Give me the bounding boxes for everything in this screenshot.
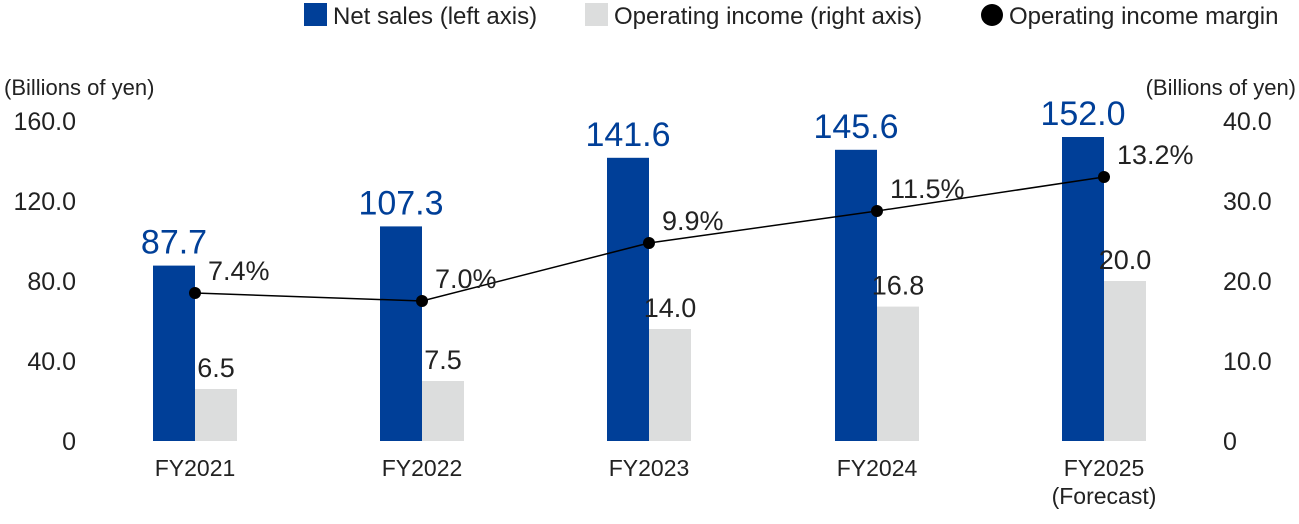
net-sales-data-label: 152.0: [1040, 95, 1125, 133]
bar-operating-income: [877, 306, 919, 441]
operating-income-data-label: 14.0: [644, 293, 697, 323]
left-axis-tick: 40.0: [27, 348, 76, 376]
margin-data-label: 11.5%: [890, 174, 965, 204]
right-axis-tick: 10.0: [1223, 348, 1272, 376]
right-axis-tick: 40.0: [1223, 108, 1272, 136]
margin-point: [189, 287, 201, 299]
net-sales-data-label: 145.6: [813, 108, 898, 146]
net-sales-data-label: 141.6: [585, 116, 670, 154]
margin-point: [643, 237, 655, 249]
bar-net-sales: [1062, 137, 1104, 441]
margin-point: [871, 205, 883, 217]
legend-marker-margin: [981, 4, 1003, 26]
operating-income-data-label: 6.5: [197, 353, 235, 383]
margin-point: [416, 295, 428, 307]
legend-label-operating-income: Operating income (right axis): [614, 3, 922, 30]
bar-net-sales: [835, 149, 877, 442]
left-axis-tick: 120.0: [13, 188, 76, 216]
category-label: FY2023: [609, 455, 690, 481]
margin-data-label: 7.4%: [208, 256, 270, 286]
legend-label-margin: Operating income margin: [1009, 3, 1278, 30]
margin-data-label: 7.0%: [435, 264, 497, 294]
category-label: FY2021: [155, 455, 236, 481]
margin-data-label: 9.9%: [662, 206, 724, 236]
margin-data-label: 13.2%: [1117, 140, 1194, 170]
operating-income-data-label: 20.0: [1099, 245, 1152, 275]
legend-label-net-sales: Net sales (left axis): [333, 3, 537, 30]
net-sales-data-label: 87.7: [141, 224, 207, 262]
bar-operating-income: [422, 381, 464, 441]
bar-operating-income: [649, 329, 691, 441]
bar-operating-income: [195, 389, 237, 441]
legend: Net sales (left axis) Operating income (…: [304, 3, 1278, 30]
left-axis-tick: 80.0: [27, 268, 76, 296]
left-axis-label: (Billions of yen): [4, 75, 154, 100]
category-label: FY2025: [1064, 455, 1145, 481]
right-axis-label: (Billions of yen): [1146, 75, 1296, 100]
category-label: FY2022: [382, 455, 463, 481]
operating-income-data-label: 16.8: [872, 271, 925, 301]
right-axis-tick: 30.0: [1223, 188, 1272, 216]
operating-income-data-label: 7.5: [424, 345, 462, 375]
category-label: FY2024: [837, 455, 918, 481]
legend-swatch-net-sales: [304, 3, 327, 26]
margin-point: [1098, 171, 1110, 183]
left-axis-tick: 160.0: [13, 108, 76, 136]
bar-net-sales: [153, 265, 195, 441]
bar-net-sales: [607, 157, 649, 442]
right-axis-tick: 0: [1223, 428, 1237, 456]
left-axis-tick: 0: [62, 428, 76, 456]
bar-operating-income: [1104, 281, 1146, 441]
right-axis-tick: 20.0: [1223, 268, 1272, 296]
bar-net-sales: [380, 226, 422, 441]
net-sales-data-label: 107.3: [358, 184, 443, 222]
legend-swatch-operating-income: [585, 3, 608, 26]
category-sublabel: (Forecast): [1052, 483, 1157, 509]
